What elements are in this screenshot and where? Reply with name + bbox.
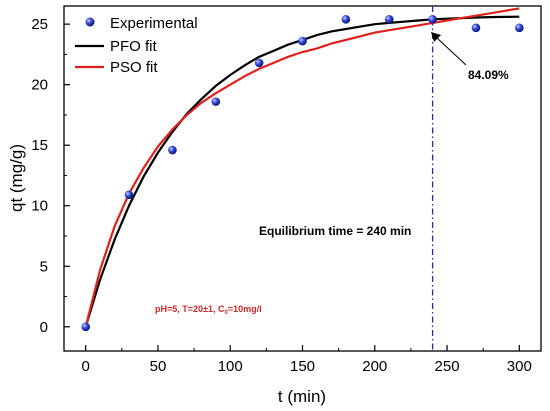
conditions-main: pH=5, T=20±1, C — [155, 304, 225, 314]
y-tick-label: 20 — [31, 77, 48, 94]
equilibrium-time-label: Equilibrium time = 240 min — [259, 224, 411, 238]
conditions-label: pH=5, T=20±1, C0=10mg/l — [155, 304, 262, 316]
percent-arrow-shaft — [436, 37, 467, 66]
experimental-point — [124, 190, 134, 200]
y-tick-label: 0 — [40, 319, 48, 336]
legend-pso-label: PSO fit — [110, 59, 158, 76]
experimental-point — [81, 322, 90, 332]
experimental-point — [384, 15, 394, 24]
conditions-end: =10mg/l — [228, 304, 262, 314]
axis-ticks: 0 50 100 150 200 250 300 0 5 10 15 20 25 — [31, 16, 532, 375]
x-tick-label: 200 — [362, 358, 387, 375]
experimental-point — [168, 145, 177, 155]
x-tick-label: 50 — [150, 358, 167, 375]
experimental-points-layer — [81, 15, 524, 332]
fit-lines-layer — [84, 7, 520, 328]
x-tick-label: 250 — [435, 358, 460, 375]
x-tick-label: 0 — [82, 358, 90, 375]
legend-experimental-label: Experimental — [110, 15, 198, 32]
pso-fit-line — [84, 7, 520, 328]
experimental-point — [428, 15, 437, 24]
conditions-subscript: 0 — [224, 310, 228, 316]
percent-label: 84.09% — [468, 68, 509, 82]
x-tick-label: 150 — [290, 358, 315, 375]
plot-border — [63, 5, 542, 352]
experimental-point — [341, 15, 351, 24]
legend-pfo-label: PFO fit — [110, 38, 158, 55]
x-tick-label: 300 — [507, 358, 532, 375]
y-tick-label: 5 — [40, 258, 48, 275]
legend-experimental-marker — [85, 17, 95, 27]
y-tick-label: 10 — [31, 198, 48, 215]
experimental-point — [298, 36, 307, 46]
plot-frame — [63, 5, 542, 352]
experimental-point — [254, 58, 264, 68]
annotations: Equilibrium time = 240 min 84.09% pH=5, … — [155, 32, 509, 316]
y-tick-label: 25 — [31, 16, 48, 33]
y-axis-title: qt (mg/g) — [7, 144, 26, 212]
percent-arrow-head — [431, 32, 441, 42]
experimental-point — [515, 23, 524, 33]
legend: Experimental PFO fit PSO fit — [75, 15, 198, 76]
x-tick-label: 100 — [218, 358, 243, 375]
x-axis-title: t (min) — [278, 387, 326, 406]
experimental-point — [211, 97, 221, 106]
y-tick-label: 15 — [31, 137, 48, 154]
experimental-point — [471, 23, 481, 33]
